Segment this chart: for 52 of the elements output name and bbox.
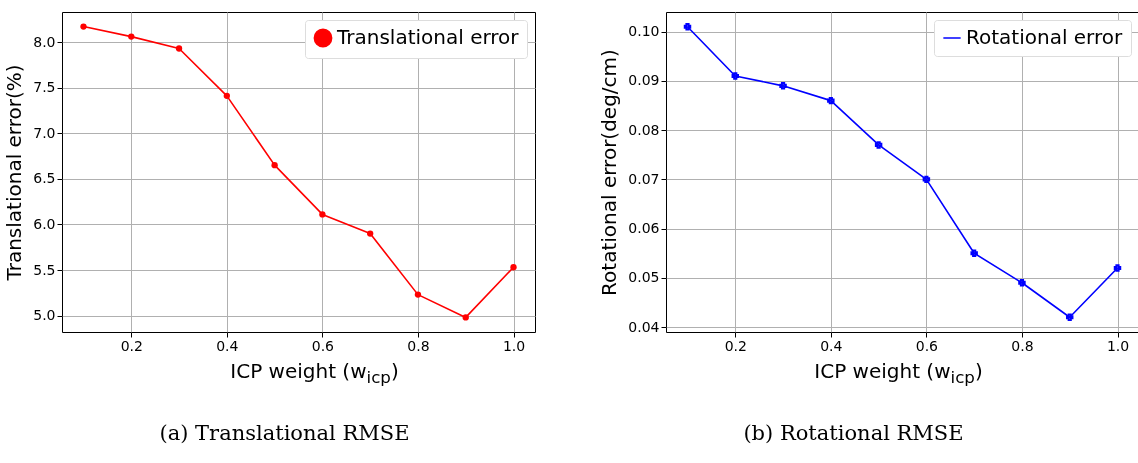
y-tick-label: 0.05 <box>628 269 660 286</box>
x-tick-label: 0.2 <box>120 337 143 354</box>
x-tick-label: 0.4 <box>216 337 239 354</box>
point <box>80 23 87 30</box>
legend-label: Translational error <box>336 25 520 49</box>
x-tick-label: 0.8 <box>1011 337 1034 354</box>
x-axis-title: ICP weight (w$_{icp}$) <box>229 359 400 387</box>
x-tick-label: 0.6 <box>915 337 939 354</box>
y-tick-label: 0.10 <box>628 23 660 40</box>
x-axis-title: ICP weight (w$_{icp}$) <box>813 359 984 387</box>
point <box>1065 313 1074 321</box>
point <box>1018 279 1026 287</box>
text: (b) Rotational RMSE <box>742 421 965 445</box>
point <box>731 72 740 80</box>
x-tick-label: 0.8 <box>407 337 430 354</box>
y-tick-label: 8.0 <box>33 33 56 50</box>
y-tick-label: 0.06 <box>628 220 660 237</box>
point <box>922 175 931 184</box>
y-tick-label: 0.08 <box>628 121 660 138</box>
point <box>223 92 230 100</box>
point <box>779 82 787 90</box>
y-axis-title: Rotational error(deg/cm) <box>597 49 622 296</box>
point <box>462 314 469 321</box>
y-tick-label: 6.0 <box>33 215 56 232</box>
x-tick-label: 1.0 <box>502 337 526 354</box>
x-tick-label: 1.0 <box>1106 337 1130 354</box>
point <box>827 96 835 105</box>
point <box>510 264 517 271</box>
point <box>367 230 374 237</box>
point <box>271 162 278 169</box>
y-tick-label: 6.5 <box>33 170 56 187</box>
point <box>970 249 978 257</box>
y-tick-label: 5.0 <box>33 307 56 324</box>
y-tick-label: 5.5 <box>33 261 56 278</box>
point <box>1113 264 1122 272</box>
y-axis-title: Translational error(%) <box>2 64 27 282</box>
x-tick-label: 0.6 <box>311 337 335 354</box>
y-tick-label: 7.0 <box>33 124 56 141</box>
point <box>175 45 183 52</box>
y-tick-label: 0.04 <box>628 318 660 335</box>
y-tick-label: 0.09 <box>628 72 660 89</box>
text: (a) Translational RMSE <box>158 421 411 445</box>
point <box>874 141 883 149</box>
x-tick-label: 0.4 <box>820 337 843 354</box>
legend-label: Rotational error <box>966 25 1124 49</box>
point <box>128 33 135 40</box>
y-tick-label: 7.5 <box>33 79 56 96</box>
point <box>683 23 692 31</box>
x-tick-label: 0.2 <box>724 337 747 354</box>
y-tick-label: 0.07 <box>628 170 660 187</box>
point <box>319 211 326 218</box>
point <box>414 291 422 298</box>
